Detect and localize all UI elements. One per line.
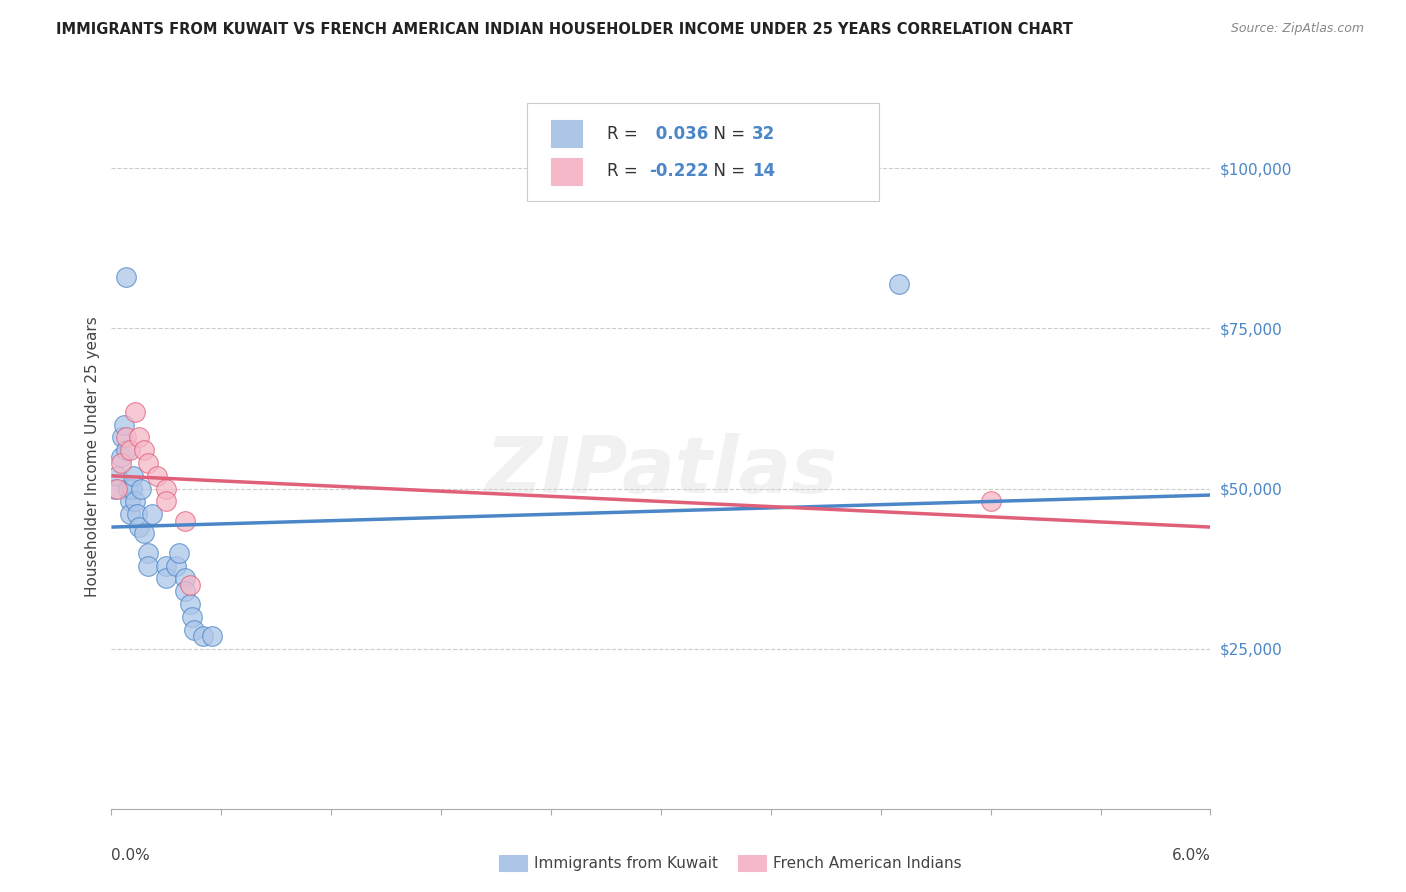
- Point: [118, 508, 141, 522]
- Point: [183, 623, 205, 637]
- Point: [173, 584, 195, 599]
- Point: [179, 578, 201, 592]
- Point: [155, 571, 177, 585]
- Point: [980, 494, 1002, 508]
- Text: French American Indians: French American Indians: [773, 856, 962, 871]
- Text: 14: 14: [752, 162, 775, 180]
- Point: [124, 494, 146, 508]
- Point: [125, 508, 148, 522]
- Point: [179, 597, 201, 611]
- Point: [117, 482, 139, 496]
- Point: [115, 430, 138, 444]
- Point: [155, 494, 177, 508]
- Point: [110, 450, 132, 464]
- Point: [115, 270, 138, 285]
- Point: [167, 546, 190, 560]
- Text: N =: N =: [703, 162, 751, 180]
- Text: 0.036: 0.036: [650, 125, 707, 143]
- Point: [136, 546, 159, 560]
- Text: R =: R =: [607, 125, 644, 143]
- Point: [124, 405, 146, 419]
- Text: 6.0%: 6.0%: [1171, 847, 1211, 863]
- Point: [118, 494, 141, 508]
- Text: Source: ZipAtlas.com: Source: ZipAtlas.com: [1230, 22, 1364, 36]
- Point: [201, 629, 224, 643]
- Point: [128, 430, 150, 444]
- Y-axis label: Householder Income Under 25 years: Householder Income Under 25 years: [86, 317, 100, 597]
- Point: [887, 277, 910, 291]
- Text: N =: N =: [703, 125, 751, 143]
- Point: [129, 482, 152, 496]
- Point: [112, 417, 135, 432]
- Point: [111, 430, 134, 444]
- Point: [136, 456, 159, 470]
- Point: [134, 443, 156, 458]
- Point: [181, 609, 204, 624]
- Point: [173, 571, 195, 585]
- Text: ZIPatlas: ZIPatlas: [485, 433, 837, 508]
- Point: [146, 468, 169, 483]
- Point: [115, 443, 138, 458]
- Point: [155, 558, 177, 573]
- Text: 0.0%: 0.0%: [111, 847, 150, 863]
- Point: [118, 443, 141, 458]
- Point: [128, 520, 150, 534]
- Point: [136, 558, 159, 573]
- Text: Immigrants from Kuwait: Immigrants from Kuwait: [534, 856, 718, 871]
- Point: [105, 468, 128, 483]
- Point: [141, 508, 163, 522]
- Point: [105, 482, 128, 496]
- Point: [134, 526, 156, 541]
- Point: [110, 456, 132, 470]
- Text: IMMIGRANTS FROM KUWAIT VS FRENCH AMERICAN INDIAN HOUSEHOLDER INCOME UNDER 25 YEA: IMMIGRANTS FROM KUWAIT VS FRENCH AMERICA…: [56, 22, 1073, 37]
- Point: [122, 468, 145, 483]
- Text: 32: 32: [752, 125, 776, 143]
- Point: [165, 558, 187, 573]
- Text: -0.222: -0.222: [650, 162, 709, 180]
- Point: [173, 514, 195, 528]
- Point: [191, 629, 214, 643]
- Text: R =: R =: [607, 162, 644, 180]
- Point: [121, 482, 143, 496]
- Point: [104, 482, 127, 496]
- Point: [155, 482, 177, 496]
